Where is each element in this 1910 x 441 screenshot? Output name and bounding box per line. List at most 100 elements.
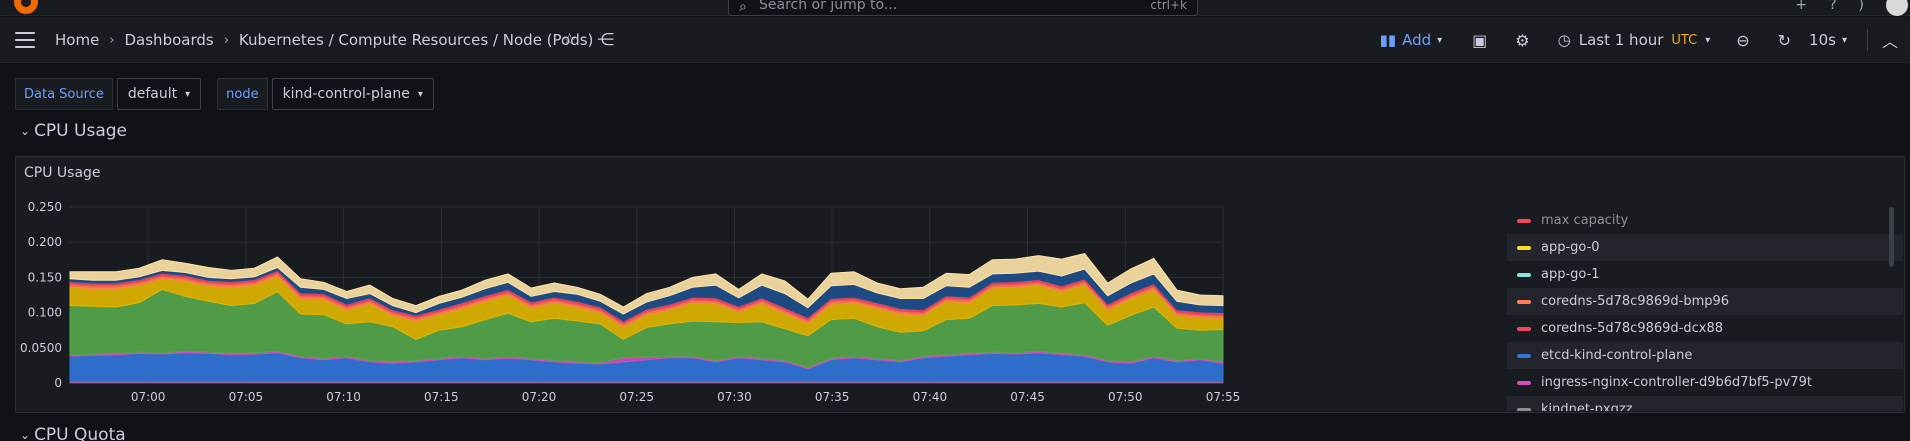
- legend-swatch: [1517, 353, 1531, 358]
- legend-item[interactable]: app-go-1: [1507, 261, 1903, 288]
- search-input[interactable]: ⌕ Search or jump to... ctrl+k: [728, 0, 1198, 16]
- node-variable-value: kind-control-plane: [282, 86, 410, 102]
- row-header-cpu-quota[interactable]: ⌄ CPU Quota: [20, 425, 126, 441]
- x-tick-label: 07:15: [424, 390, 459, 404]
- legend-item[interactable]: etcd-kind-control-plane: [1507, 342, 1903, 369]
- chevron-right-icon: ›: [109, 32, 115, 48]
- search-shortcut: ctrl+k: [1150, 0, 1187, 12]
- legend-label: coredns-5d78c9869d-dcx88: [1541, 321, 1723, 336]
- refresh-interval-label: 10s: [1809, 31, 1836, 49]
- x-tick-label: 07:40: [913, 390, 948, 404]
- timezone-label: UTC: [1671, 32, 1698, 48]
- x-tick-label: 07:05: [229, 390, 264, 404]
- breadcrumb-current: Kubernetes / Compute Resources / Node (P…: [238, 31, 594, 49]
- legend-label: ingress-nginx-controller-d9b6d7bf5-pv79t: [1541, 375, 1812, 390]
- legend-swatch: [1517, 407, 1531, 411]
- y-tick-label: 0: [54, 376, 62, 390]
- row-header-cpu-usage[interactable]: ⌄ CPU Usage: [20, 121, 127, 141]
- legend-label: app-go-0: [1541, 240, 1600, 255]
- help-icon[interactable]: ?: [1829, 0, 1837, 13]
- cpu-usage-chart[interactable]: 0 0.0500 0.100 0.150 0.200 0.250 07:00 07:05 07:…: [16, 157, 1506, 414]
- legend-item[interactable]: ingress-nginx-controller-d9b6d7bf5-pv79t: [1507, 369, 1903, 396]
- add-panel-icon: ▮▮: [1379, 31, 1397, 49]
- legend-swatch: [1517, 326, 1531, 331]
- y-tick-label: 0.200: [28, 235, 62, 249]
- x-tick-label: 07:50: [1108, 390, 1143, 404]
- search-placeholder: Search or jump to...: [759, 0, 898, 13]
- time-range-label: Last 1 hour: [1578, 31, 1664, 49]
- datasource-variable-label: Data Source: [15, 78, 113, 110]
- legend-swatch: [1517, 245, 1531, 250]
- breadcrumb-home[interactable]: Home: [55, 31, 100, 49]
- node-variable-select[interactable]: kind-control-plane ▾: [271, 78, 434, 110]
- legend-item[interactable]: coredns-5d78c9869d-dcx88: [1507, 315, 1903, 342]
- legend-item[interactable]: kindnet-pxgzz: [1507, 396, 1903, 411]
- avatar[interactable]: [1886, 0, 1908, 16]
- share-icon[interactable]: ⋲: [597, 30, 614, 50]
- legend-item[interactable]: app-go-0: [1507, 234, 1903, 261]
- legend-label: app-go-1: [1541, 267, 1600, 282]
- row-title: CPU Usage: [34, 121, 127, 141]
- save-icon[interactable]: ▣: [1472, 30, 1488, 50]
- chevron-down-icon: ▾: [417, 88, 423, 100]
- x-tick-label: 07:55: [1206, 390, 1241, 404]
- legend-label: coredns-5d78c9869d-bmp96: [1541, 294, 1730, 309]
- add-label: Add: [1402, 31, 1432, 49]
- chevron-down-icon: ▾: [1841, 34, 1847, 46]
- panel-title[interactable]: CPU Usage: [24, 165, 101, 181]
- y-tick-label: 0.100: [28, 306, 62, 320]
- x-tick-label: 07:35: [815, 390, 850, 404]
- legend-swatch: [1517, 299, 1531, 304]
- grafana-logo-icon[interactable]: [14, 0, 38, 14]
- add-button[interactable]: ▮▮ Add ▾: [1380, 31, 1443, 49]
- row-title: CPU Quota: [34, 425, 126, 441]
- breadcrumb-dashboards[interactable]: Dashboards: [124, 31, 214, 49]
- chevron-down-icon: ▾: [1705, 34, 1711, 46]
- variables-bar: Data Source default ▾ node kind-control-…: [15, 78, 450, 110]
- rss-icon[interactable]: ): [1858, 0, 1864, 13]
- top-strip: ⌕ Search or jump to... ctrl+k + ? ): [0, 0, 1910, 16]
- top-right-actions: + ? ): [1795, 0, 1910, 16]
- refresh-icon[interactable]: ↻: [1777, 30, 1792, 50]
- chevron-down-icon: ▾: [1437, 34, 1443, 46]
- x-tick-label: 07:30: [717, 390, 752, 404]
- legend-item[interactable]: coredns-5d78c9869d-bmp96: [1507, 288, 1903, 315]
- y-tick-label: 0.250: [28, 200, 62, 214]
- y-tick-label: 0.0500: [20, 341, 62, 355]
- zoom-out-icon[interactable]: ⊖: [1736, 30, 1750, 50]
- chevron-down-icon: ⌄: [20, 428, 31, 441]
- chevron-down-icon: ⌄: [20, 124, 31, 138]
- cpu-usage-panel: CPU Usage 0 0.0500 0.100 0.150 0.200 0.250 07:…: [15, 156, 1905, 413]
- star-icon[interactable]: ☆: [562, 30, 578, 50]
- legend-label: max capacity: [1541, 213, 1629, 228]
- node-variable-label: node: [217, 78, 268, 110]
- chevron-down-icon: ▾: [185, 88, 191, 100]
- clock-icon: ◷: [1557, 31, 1571, 49]
- area-series-other[interactable]: [69, 252, 1224, 315]
- toolbar: ▮▮ Add ▾ ▣ ⚙ ◷ Last 1 hour UTC ▾ ⊖ ↻ 10s…: [1380, 17, 1910, 63]
- chart-legend: max capacity app-go-0 app-go-1 coredns-5d78…: [1507, 207, 1903, 411]
- x-tick-label: 07:00: [131, 390, 166, 404]
- chevron-up-icon[interactable]: ︿: [1881, 32, 1898, 51]
- divider: [1866, 29, 1868, 51]
- legend-item[interactable]: max capacity: [1507, 207, 1903, 234]
- gear-icon[interactable]: ⚙: [1515, 30, 1530, 50]
- legend-swatch: [1517, 272, 1531, 277]
- search-icon: ⌕: [739, 0, 747, 15]
- legend-swatch: [1517, 380, 1531, 385]
- legend-label: kindnet-pxgzz: [1541, 402, 1633, 411]
- chevron-right-icon: ›: [223, 32, 229, 48]
- dashboard-header: Home › Dashboards › Kubernetes / Compute…: [0, 17, 1910, 63]
- time-range-picker[interactable]: ◷ Last 1 hour UTC ▾: [1558, 31, 1711, 49]
- legend-swatch: [1517, 218, 1531, 223]
- refresh-interval-picker[interactable]: 10s ▾: [1809, 31, 1847, 49]
- breadcrumb: Home › Dashboards › Kubernetes / Compute…: [55, 31, 593, 49]
- x-tick-label: 07:25: [619, 390, 654, 404]
- x-tick-label: 07:20: [522, 390, 557, 404]
- legend-label: etcd-kind-control-plane: [1541, 348, 1693, 363]
- legend-scrollbar[interactable]: [1889, 207, 1894, 267]
- y-tick-label: 0.150: [28, 270, 62, 284]
- menu-icon[interactable]: [15, 32, 35, 48]
- new-menu-button[interactable]: +: [1795, 0, 1808, 13]
- datasource-variable-select[interactable]: default ▾: [116, 78, 202, 110]
